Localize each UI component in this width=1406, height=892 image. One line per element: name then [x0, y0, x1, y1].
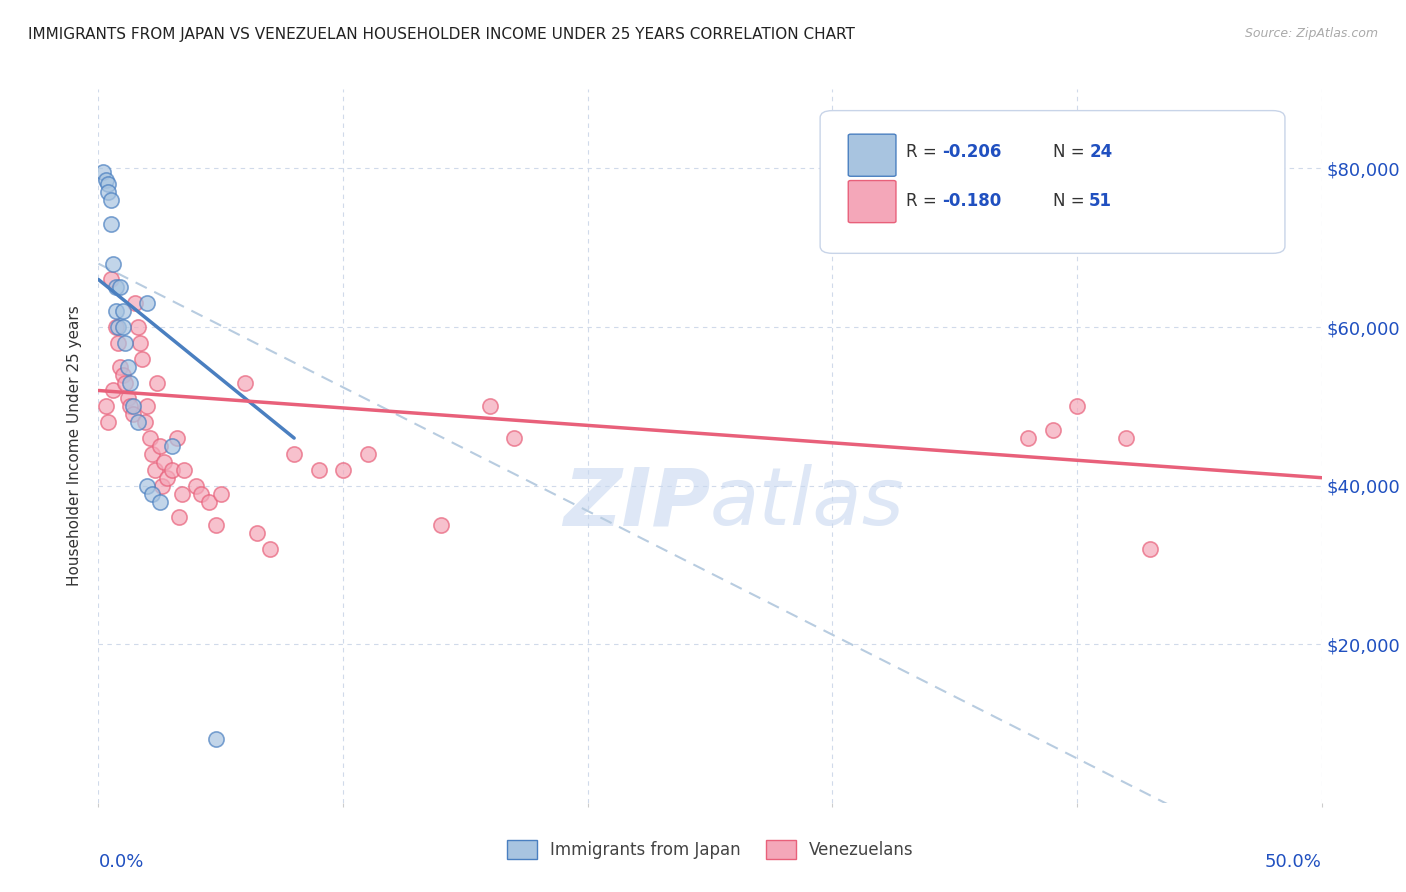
Point	[100, 272, 122, 286]
Text: ZIP: ZIP	[562, 464, 710, 542]
Point	[150, 478, 173, 492]
Text: R =: R =	[905, 143, 942, 161]
Text: -0.180: -0.180	[942, 193, 1001, 211]
Point	[1139, 542, 1161, 557]
Point	[166, 431, 188, 445]
Text: N =: N =	[1053, 143, 1090, 161]
Point	[259, 542, 281, 557]
Point	[478, 400, 501, 414]
Point	[91, 165, 114, 179]
Point	[117, 359, 139, 374]
Point	[160, 463, 183, 477]
Point	[141, 447, 163, 461]
Point	[197, 494, 219, 508]
Point	[104, 320, 127, 334]
Point	[190, 486, 212, 500]
Point	[124, 296, 146, 310]
Point	[173, 463, 195, 477]
FancyBboxPatch shape	[848, 180, 896, 223]
Point	[233, 376, 256, 390]
Text: Source: ZipAtlas.com: Source: ZipAtlas.com	[1244, 27, 1378, 40]
Point	[141, 486, 163, 500]
Text: 24: 24	[1090, 143, 1112, 161]
Point	[121, 407, 143, 421]
Point	[100, 217, 122, 231]
Point	[503, 431, 526, 445]
Point	[97, 178, 120, 192]
Point	[100, 193, 122, 207]
Point	[136, 400, 159, 414]
Point	[246, 526, 269, 541]
Point	[153, 455, 176, 469]
Point	[97, 186, 120, 200]
Point	[101, 257, 124, 271]
Point	[94, 400, 117, 414]
Text: -0.206: -0.206	[942, 143, 1002, 161]
Point	[111, 320, 134, 334]
Text: R =: R =	[905, 193, 942, 211]
Point	[149, 494, 172, 508]
Point	[114, 335, 136, 350]
Point	[143, 463, 166, 477]
Text: IMMIGRANTS FROM JAPAN VS VENEZUELAN HOUSEHOLDER INCOME UNDER 25 YEARS CORRELATIO: IMMIGRANTS FROM JAPAN VS VENEZUELAN HOUS…	[28, 27, 855, 42]
Point	[101, 384, 124, 398]
Point	[111, 304, 134, 318]
Point	[136, 296, 159, 310]
Point	[114, 376, 136, 390]
Point	[205, 518, 228, 533]
Text: 0.0%: 0.0%	[98, 853, 143, 871]
Point	[430, 518, 453, 533]
FancyBboxPatch shape	[848, 134, 896, 177]
Point	[160, 439, 183, 453]
Point	[107, 320, 129, 334]
Point	[139, 431, 162, 445]
Point	[205, 732, 228, 747]
Point	[186, 478, 208, 492]
Point	[97, 415, 120, 429]
Point	[1115, 431, 1137, 445]
Point	[146, 376, 169, 390]
Point	[127, 415, 149, 429]
Point	[94, 173, 117, 187]
Point	[308, 463, 330, 477]
Point	[1066, 400, 1088, 414]
Point	[120, 376, 142, 390]
Point	[136, 478, 159, 492]
Point	[104, 304, 127, 318]
Text: 50.0%: 50.0%	[1265, 853, 1322, 871]
Point	[131, 351, 153, 366]
Point	[110, 280, 132, 294]
Point	[149, 439, 172, 453]
FancyBboxPatch shape	[820, 111, 1285, 253]
Point	[356, 447, 378, 461]
Point	[111, 368, 134, 382]
Point	[134, 415, 156, 429]
Point	[129, 335, 152, 350]
Legend: Immigrants from Japan, Venezuelans: Immigrants from Japan, Venezuelans	[501, 833, 920, 866]
Text: N =: N =	[1053, 193, 1090, 211]
Point	[107, 335, 129, 350]
Point	[209, 486, 232, 500]
Point	[156, 471, 179, 485]
Point	[117, 392, 139, 406]
Point	[332, 463, 354, 477]
Text: atlas: atlas	[710, 464, 905, 542]
Point	[283, 447, 305, 461]
Text: 51: 51	[1090, 193, 1112, 211]
Point	[1017, 431, 1039, 445]
Point	[120, 400, 142, 414]
Point	[170, 486, 193, 500]
Point	[1042, 423, 1064, 437]
Point	[167, 510, 190, 524]
Point	[121, 400, 143, 414]
Y-axis label: Householder Income Under 25 years: Householder Income Under 25 years	[67, 306, 83, 586]
Point	[127, 320, 149, 334]
Point	[110, 359, 132, 374]
Point	[104, 280, 127, 294]
